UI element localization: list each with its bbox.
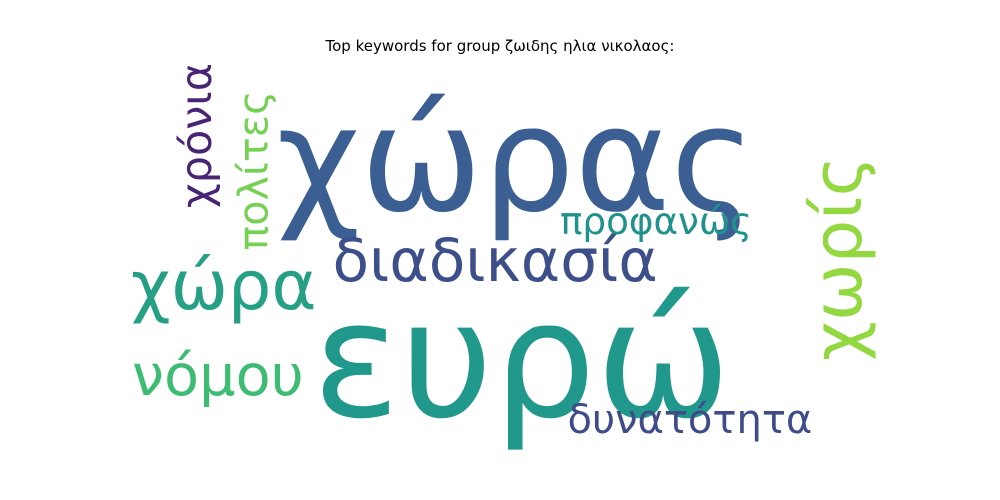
word-profanos: προφανώς [560, 198, 752, 243]
word-chora: χώρα [131, 245, 317, 326]
chart-title: Top keywords for group ζωιδης ηλια νικολ… [325, 37, 675, 55]
word-chronia: χρόνια [171, 62, 222, 208]
word-dynatotita: δυνατότητα [567, 397, 813, 443]
word-evro: ευρώ [312, 267, 732, 455]
word-chora-s: χώρας [276, 75, 756, 245]
word-diadikasia: διαδικασία [332, 226, 658, 296]
word-choris: χωρίς [797, 155, 878, 361]
word-polites: πολίτες [229, 90, 278, 251]
word-nomou: νόμου [132, 341, 304, 409]
